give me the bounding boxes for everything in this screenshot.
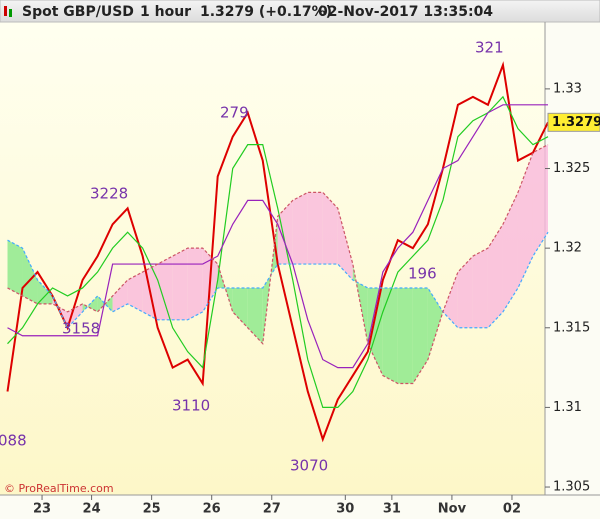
y-tick-label: 1.31 xyxy=(553,400,582,415)
cloud xyxy=(22,248,38,304)
cloud xyxy=(502,192,518,312)
x-tick-label: 02 xyxy=(503,502,521,517)
cloud xyxy=(472,248,488,328)
cloud xyxy=(187,248,203,320)
cloud xyxy=(337,208,353,280)
y-tick-label: 1.33 xyxy=(553,81,582,96)
cloud xyxy=(127,272,143,312)
cloud xyxy=(427,287,443,360)
cloud xyxy=(367,287,383,376)
cloud xyxy=(7,240,23,296)
last-price-box xyxy=(547,112,600,132)
cloud xyxy=(352,264,368,344)
x-tick-label: 23 xyxy=(33,502,51,517)
cloud xyxy=(517,152,533,288)
cloud xyxy=(322,192,338,265)
series-line xyxy=(7,95,549,409)
cloud xyxy=(112,280,128,312)
credit: © ProRealTime.com xyxy=(4,482,114,495)
header xyxy=(0,0,600,23)
annotation: 088 xyxy=(0,432,27,450)
cloud xyxy=(37,280,53,304)
y-tick-label: 1.325 xyxy=(553,161,590,176)
y-tick-label: 1.305 xyxy=(553,480,590,495)
cloud xyxy=(382,287,398,384)
cloud xyxy=(457,256,473,328)
timestamp: 02-Nov-2017 13:35:04 xyxy=(318,4,493,20)
annotation: 3110 xyxy=(172,397,210,415)
x-tick-label: 24 xyxy=(83,502,101,517)
y-tick-label: 1.32 xyxy=(553,241,582,256)
logo xyxy=(4,6,12,17)
cloud xyxy=(532,144,549,257)
plot-area xyxy=(0,22,545,495)
x-tick-label: 31 xyxy=(383,502,401,517)
cloud xyxy=(397,287,413,384)
x-tick-label: 26 xyxy=(203,502,221,517)
cloud xyxy=(442,272,458,328)
x-tick-label: 30 xyxy=(336,502,354,517)
cloud xyxy=(157,256,173,320)
last-price-label: 1.3279 xyxy=(552,115,600,130)
series-line xyxy=(6,61,549,443)
interval: 1 hour xyxy=(140,4,191,20)
title: Spot GBP/USD xyxy=(22,4,134,20)
x-tick-label: 27 xyxy=(263,502,281,517)
annotation: 3228 xyxy=(90,185,128,203)
cloud xyxy=(412,287,428,384)
cloud xyxy=(277,200,293,265)
plot xyxy=(6,61,549,443)
cloud xyxy=(487,224,503,328)
cloud xyxy=(247,287,263,344)
cloud xyxy=(232,287,248,328)
cloud xyxy=(172,248,188,320)
cloud xyxy=(292,192,308,265)
annotation: 3070 xyxy=(290,457,328,475)
annotation: 3158 xyxy=(62,320,100,338)
y-tick-label: 1.315 xyxy=(553,320,590,335)
cloud xyxy=(217,264,233,312)
annotation: 279 xyxy=(220,104,249,122)
series-line xyxy=(7,104,549,369)
annotation: 321 xyxy=(475,39,504,57)
x-tick-label: Nov xyxy=(438,502,467,517)
cloud xyxy=(307,192,323,265)
x-tick-label: 25 xyxy=(143,502,161,517)
annotation: 196 xyxy=(408,265,437,283)
quote: 1.3279 (+0.17%) xyxy=(200,4,332,20)
series-line xyxy=(7,144,549,385)
